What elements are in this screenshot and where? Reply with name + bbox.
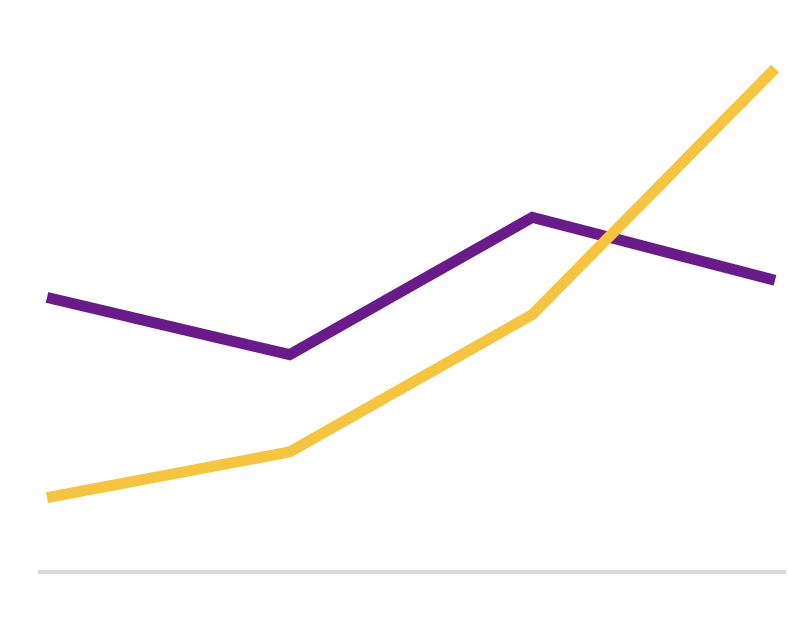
series-line-1 — [45, 211, 777, 361]
series-layer — [45, 64, 779, 504]
series-line-2 — [45, 64, 779, 504]
